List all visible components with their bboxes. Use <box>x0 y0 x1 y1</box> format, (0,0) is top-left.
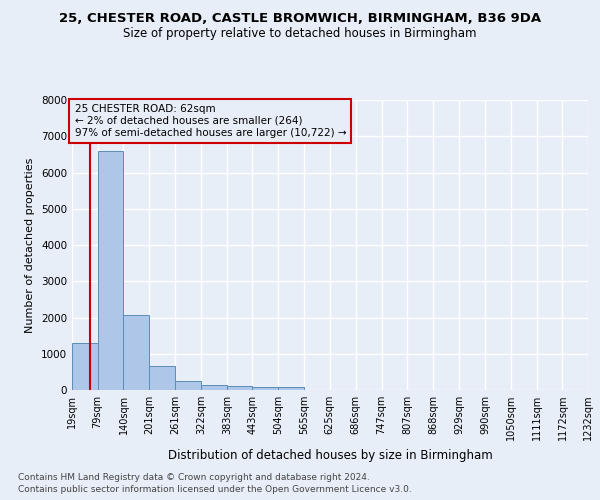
Bar <box>124 314 149 390</box>
Bar <box>149 366 175 390</box>
Bar <box>72 343 98 390</box>
X-axis label: Distribution of detached houses by size in Birmingham: Distribution of detached houses by size … <box>167 448 493 462</box>
Text: Contains HM Land Registry data © Crown copyright and database right 2024.: Contains HM Land Registry data © Crown c… <box>18 472 370 482</box>
Text: 25 CHESTER ROAD: 62sqm
← 2% of detached houses are smaller (264)
97% of semi-det: 25 CHESTER ROAD: 62sqm ← 2% of detached … <box>74 104 346 138</box>
Y-axis label: Number of detached properties: Number of detached properties <box>25 158 35 332</box>
Bar <box>98 152 124 390</box>
Text: 25, CHESTER ROAD, CASTLE BROMWICH, BIRMINGHAM, B36 9DA: 25, CHESTER ROAD, CASTLE BROMWICH, BIRMI… <box>59 12 541 26</box>
Bar <box>278 388 304 390</box>
Bar <box>227 386 253 390</box>
Bar <box>253 388 278 390</box>
Bar <box>175 381 201 390</box>
Bar <box>201 386 227 390</box>
Text: Size of property relative to detached houses in Birmingham: Size of property relative to detached ho… <box>123 28 477 40</box>
Text: Contains public sector information licensed under the Open Government Licence v3: Contains public sector information licen… <box>18 485 412 494</box>
